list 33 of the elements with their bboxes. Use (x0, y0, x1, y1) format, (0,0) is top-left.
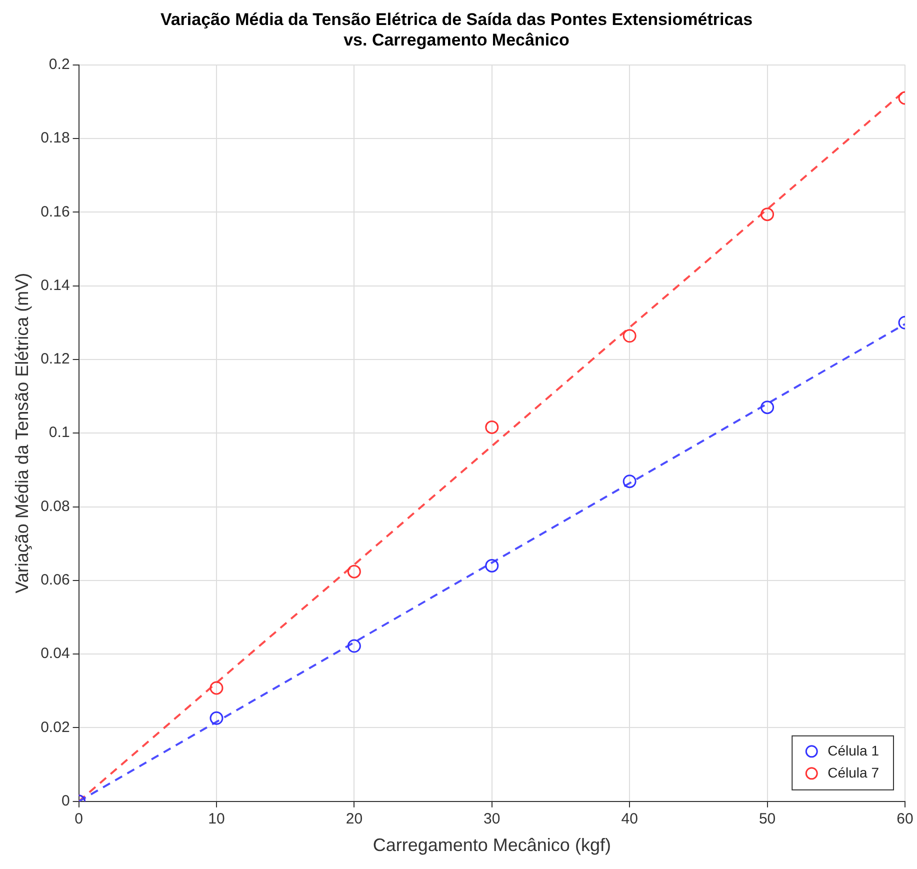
y-tick-label: 0.18 (40, 130, 70, 147)
y-tick-label: 0.16 (40, 203, 70, 220)
y-tick-label: 0.06 (40, 572, 70, 589)
x-tick-label: 60 (896, 810, 914, 828)
y-tick-label: 0 (61, 792, 70, 810)
y-axis-title: Variação Média da Tensão Elétrica (mV) (12, 272, 32, 594)
x-tick-label: 50 (758, 810, 776, 828)
y-tick-label: 0.12 (40, 350, 70, 368)
y-tick-label: 0.04 (40, 645, 70, 662)
point (622, 474, 636, 488)
point (210, 711, 224, 725)
x-axis-title: Carregamento Mecânico (kgf) (372, 835, 611, 856)
x-tick-label: 20 (346, 810, 363, 828)
legend-label: Célula 1 (828, 742, 880, 758)
x-tick-label: 30 (484, 810, 500, 828)
point (622, 329, 636, 343)
y-tick-label: 0.02 (40, 718, 70, 736)
point (347, 639, 361, 653)
y-tick-label: 0.08 (40, 498, 70, 515)
x-tick-label: 40 (621, 810, 638, 828)
point (760, 400, 774, 414)
point (485, 420, 499, 434)
chart-title: Variação Média da Tensão Elétrica de Saída das Pontes Extensiométricas vs. Carregamento Mecânico (160, 10, 753, 50)
x-tick-label: 0 (74, 810, 83, 828)
point (347, 564, 361, 578)
point (210, 681, 224, 695)
point (760, 208, 774, 222)
y-tick-label: 0.2 (48, 56, 70, 73)
y-tick-label: 0.1 (48, 424, 70, 442)
point (485, 558, 499, 572)
y-tick-label: 0.14 (40, 276, 70, 294)
x-tick-label: 10 (208, 810, 225, 828)
legend-label: Célula 7 (828, 764, 880, 780)
